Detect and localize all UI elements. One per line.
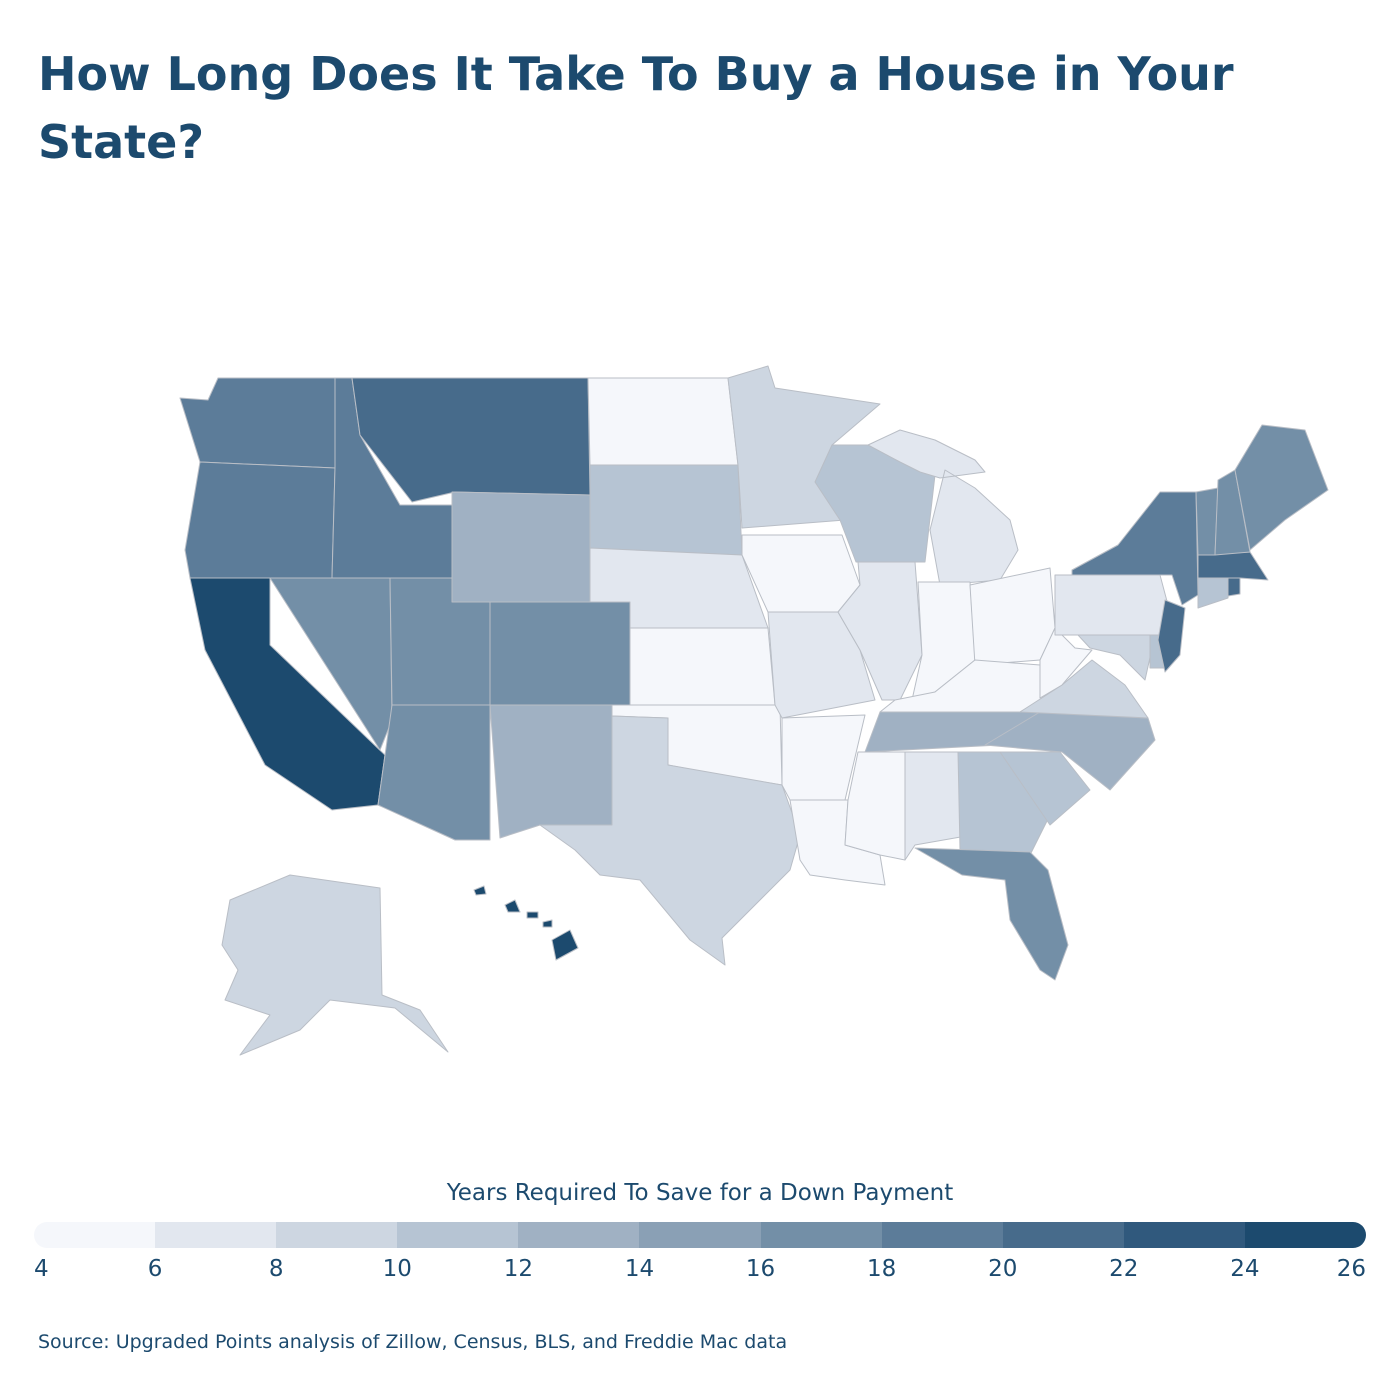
state-MS[interactable]: [844, 751, 906, 861]
state-TX[interactable]: [539, 715, 801, 966]
state-OR[interactable]: [184, 461, 336, 579]
legend-tick-label: 6: [147, 1256, 163, 1282]
legend-tick-label: 8: [268, 1256, 284, 1282]
legend-tick-label: 4: [34, 1256, 49, 1282]
color-scale-bar: [34, 1222, 1366, 1248]
state-CT[interactable]: [1197, 577, 1229, 609]
legend-tick-label: 14: [624, 1256, 655, 1282]
state-WY[interactable]: [451, 491, 591, 603]
legend-swatch: [639, 1222, 761, 1248]
legend-tick-label: 10: [382, 1256, 412, 1282]
state-SC[interactable]: [999, 751, 1091, 826]
state-ME[interactable]: [1234, 424, 1329, 551]
state-VT[interactable]: [1195, 487, 1219, 556]
legend-tick-label: 20: [988, 1256, 1018, 1282]
legend-swatch: [397, 1222, 519, 1248]
legend-tick-label: 18: [866, 1256, 897, 1282]
state-OH[interactable]: [969, 567, 1056, 666]
state-NH[interactable]: [1214, 469, 1251, 556]
state-NJ[interactable]: [1157, 599, 1186, 673]
state-IA[interactable]: [741, 534, 861, 613]
legend-tick-label: 24: [1230, 1256, 1260, 1282]
legend-swatch: [276, 1222, 398, 1248]
legend-swatch: [1002, 1222, 1124, 1248]
state-NM[interactable]: [489, 704, 613, 839]
state-KS[interactable]: [629, 627, 776, 706]
legend-tick-label: 26: [1336, 1256, 1366, 1282]
state-RI[interactable]: [1227, 577, 1241, 597]
state-GA[interactable]: [957, 751, 1051, 856]
legend-tick-label: 16: [745, 1256, 776, 1282]
state-AZ[interactable]: [377, 704, 491, 841]
state-AK[interactable]: [221, 874, 449, 1056]
legend-swatch: [760, 1222, 882, 1248]
legend-swatch: [518, 1222, 640, 1248]
state-PA[interactable]: [1054, 574, 1169, 636]
legend-title: Years Required To Save for a Down Paymen…: [446, 1180, 954, 1206]
legend-swatch: [34, 1222, 156, 1248]
source-note: Source: Upgraded Points analysis of Zill…: [38, 1331, 788, 1353]
page-title: How Long Does It Take To Buy a House in …: [38, 47, 1234, 169]
state-WA[interactable]: [179, 377, 336, 469]
state-MA[interactable]: [1197, 551, 1269, 581]
state-HI[interactable]: [473, 885, 579, 961]
state-MI[interactable]: [867, 429, 1019, 586]
state-FL[interactable]: [914, 847, 1069, 981]
state-CO[interactable]: [489, 601, 631, 706]
state-AL[interactable]: [904, 751, 973, 861]
legend-swatch: [1123, 1222, 1245, 1248]
state-ND[interactable]: [587, 377, 739, 466]
us-choropleth-map: [179, 365, 1329, 1056]
legend-tick-label: 12: [503, 1256, 533, 1282]
legend-ticks: 4 6 8 10 12 14 16 18 20 22 24 26: [34, 1256, 1366, 1286]
legend-swatch: [155, 1222, 277, 1248]
legend-swatch: [1244, 1222, 1366, 1248]
state-IL[interactable]: [837, 561, 923, 701]
legend-tick-label: 22: [1109, 1256, 1139, 1282]
legend-swatch: [881, 1222, 1003, 1248]
state-SD[interactable]: [589, 464, 743, 556]
